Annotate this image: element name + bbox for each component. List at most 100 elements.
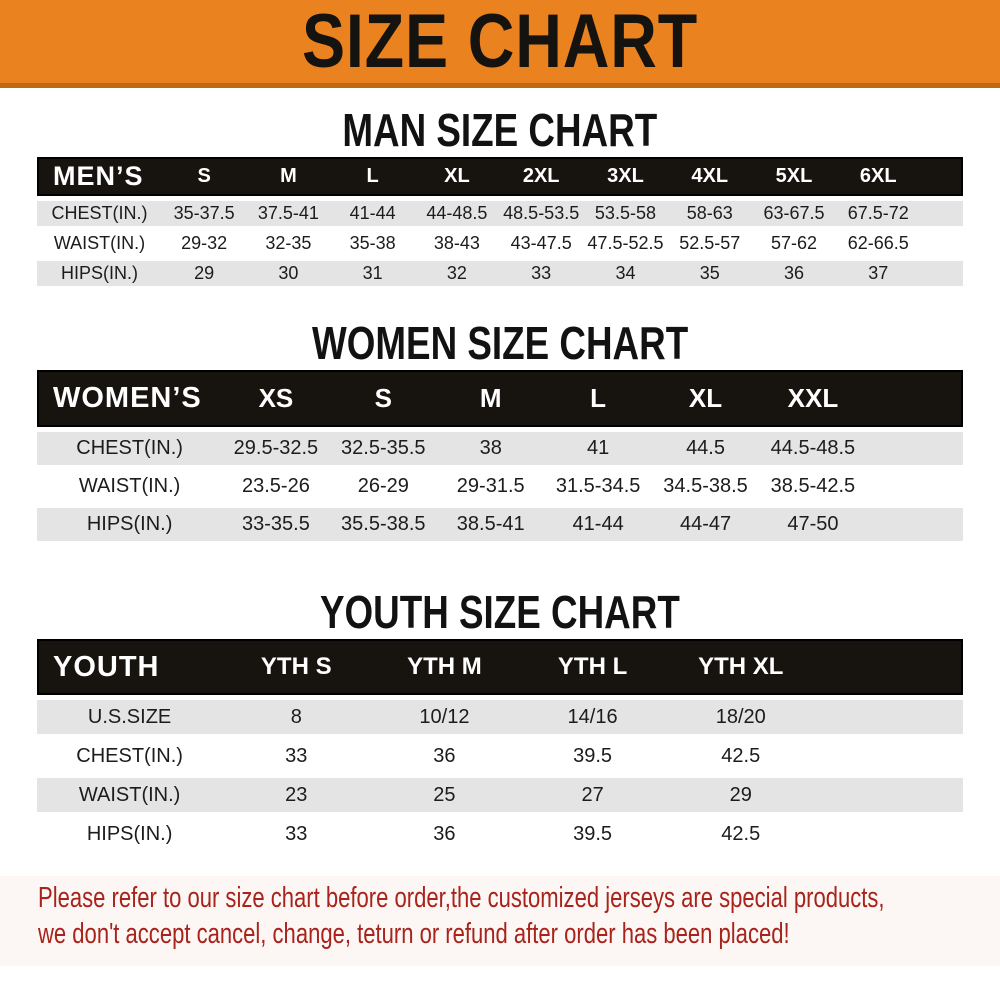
row-filler	[920, 261, 963, 286]
size-value: 14/16	[518, 700, 667, 734]
size-value: 35.5-38.5	[329, 508, 438, 541]
size-value: 38.5-42.5	[759, 470, 867, 503]
measurement-row: WAIST(IN.) 23.5-26 26-29 29-31.5 31.5-34.5 34…	[37, 470, 963, 503]
size-value: 31	[330, 261, 415, 286]
women-size-table: WOMEN’S XS S M L XL XXL CHEST(IN.) 29.5-32.5 32.5…	[37, 365, 963, 546]
row-label: HIPS(IN.)	[37, 261, 162, 286]
row-label: CHEST(IN.)	[37, 739, 223, 773]
size-value: 34	[583, 261, 668, 286]
size-value: 41	[544, 432, 652, 465]
size-value: 37.5-41	[246, 201, 331, 226]
size-value: 42.5	[666, 739, 815, 773]
size-column-header: YTH XL	[666, 639, 815, 695]
order-disclaimer: Please refer to our size chart before or…	[0, 876, 1000, 966]
size-value: 32-35	[246, 231, 331, 256]
size-column-header: YTH L	[518, 639, 667, 695]
women-section-heading-text: WOMEN SIZE CHART	[311, 317, 689, 369]
size-value: 35-38	[330, 231, 415, 256]
size-value: 33	[222, 739, 371, 773]
size-column-header: XS	[222, 370, 330, 427]
size-column-header: 2XL	[499, 157, 584, 196]
row-filler	[814, 700, 963, 734]
size-value: 34.5-38.5	[651, 470, 760, 503]
size-value: 29	[162, 261, 247, 286]
size-value: 29	[666, 778, 815, 812]
size-chart-banner: SIZE CHART	[0, 0, 1000, 88]
size-value: 31.5-34.5	[544, 470, 652, 503]
size-value: 23.5-26	[222, 470, 330, 503]
row-filler	[866, 470, 963, 503]
measurement-row: HIPS(IN.) 33-35.5 35.5-38.5 38.5-41 41-44 44-…	[37, 508, 963, 541]
size-value: 10/12	[370, 700, 519, 734]
men-section-heading-text: MAN SIZE CHART	[342, 104, 658, 156]
women-section: WOMEN SIZE CHART WOMEN’S XS S M L XL XXL CHEST(…	[0, 317, 1000, 546]
measurement-row: HIPS(IN.) 29 30 31 32 33 34 35 36 37	[37, 261, 963, 286]
size-value: 44-48.5	[414, 201, 500, 226]
table-header-row: MEN’S S M L XL 2XL 3XL 4XL 5XL 6XL	[37, 157, 963, 196]
size-value: 32.5-35.5	[329, 432, 438, 465]
size-value: 58-63	[667, 201, 752, 226]
row-filler	[814, 817, 963, 851]
row-filler	[866, 508, 963, 541]
youth-section-heading-text: YOUTH SIZE CHART	[320, 586, 680, 638]
table-header-label: MEN’S	[37, 157, 162, 196]
women-section-heading: WOMEN SIZE CHART	[0, 317, 1000, 369]
size-value: 18/20	[666, 700, 815, 734]
size-value: 38.5-41	[437, 508, 545, 541]
youth-size-table: YOUTH YTH S YTH M YTH L YTH XL U.S.SIZE 8 10/12…	[37, 634, 963, 856]
size-value: 29.5-32.5	[222, 432, 330, 465]
table-header-row: WOMEN’S XS S M L XL XXL	[37, 370, 963, 427]
header-filler	[814, 639, 963, 695]
size-value: 63-67.5	[751, 201, 837, 226]
row-filler	[920, 201, 963, 226]
measurement-row: U.S.SIZE 8 10/12 14/16 18/20	[37, 700, 963, 734]
size-value: 25	[370, 778, 519, 812]
size-value: 42.5	[666, 817, 815, 851]
size-column-header: YTH M	[370, 639, 519, 695]
size-value: 33	[222, 817, 371, 851]
size-value: 33	[499, 261, 584, 286]
row-filler	[866, 432, 963, 465]
size-value: 39.5	[518, 739, 667, 773]
size-value: 38	[437, 432, 545, 465]
size-value: 8	[222, 700, 371, 734]
row-filler	[814, 778, 963, 812]
row-filler	[920, 231, 963, 256]
measurement-row: CHEST(IN.) 29.5-32.5 32.5-35.5 38 41 44.5 44.5…	[37, 432, 963, 465]
row-label: HIPS(IN.)	[37, 817, 223, 851]
row-label: U.S.SIZE	[37, 700, 223, 734]
size-value: 53.5-58	[583, 201, 668, 226]
men-size-table: MEN’S S M L XL 2XL 3XL 4XL 5XL 6XL CHEST(IN.) 35-37…	[37, 152, 963, 291]
size-column-header: L	[330, 157, 415, 196]
size-column-header: L	[544, 370, 652, 427]
measurement-row: CHEST(IN.) 35-37.5 37.5-41 41-44 44-48.5 48.5…	[37, 201, 963, 226]
size-value: 44.5	[651, 432, 760, 465]
size-value: 44-47	[651, 508, 760, 541]
size-value: 29-32	[162, 231, 247, 256]
measurement-row: WAIST(IN.) 23 25 27 29	[37, 778, 963, 812]
measurement-row: HIPS(IN.) 33 36 39.5 42.5	[37, 817, 963, 851]
men-section-heading: MAN SIZE CHART	[0, 104, 1000, 156]
size-value: 35	[667, 261, 752, 286]
table-header-label: WOMEN’S	[37, 370, 223, 427]
measurement-row: WAIST(IN.) 29-32 32-35 35-38 38-43 43-47.5 47.…	[37, 231, 963, 256]
size-value: 62-66.5	[836, 231, 921, 256]
header-filler	[920, 157, 963, 196]
table-header-label: YOUTH	[37, 639, 223, 695]
header-filler	[866, 370, 963, 427]
size-value: 29-31.5	[437, 470, 545, 503]
size-column-header: 5XL	[751, 157, 837, 196]
size-column-header: 3XL	[583, 157, 668, 196]
size-value: 37	[836, 261, 921, 286]
measurement-row: CHEST(IN.) 33 36 39.5 42.5	[37, 739, 963, 773]
size-value: 67.5-72	[836, 201, 921, 226]
size-value: 26-29	[329, 470, 438, 503]
size-value: 52.5-57	[667, 231, 752, 256]
size-column-header: S	[162, 157, 247, 196]
size-value: 47.5-52.5	[583, 231, 668, 256]
size-value: 44.5-48.5	[759, 432, 867, 465]
size-value: 41-44	[330, 201, 415, 226]
table-header-row: YOUTH YTH S YTH M YTH L YTH XL	[37, 639, 963, 695]
size-value: 33-35.5	[222, 508, 330, 541]
size-column-header: XXL	[759, 370, 867, 427]
